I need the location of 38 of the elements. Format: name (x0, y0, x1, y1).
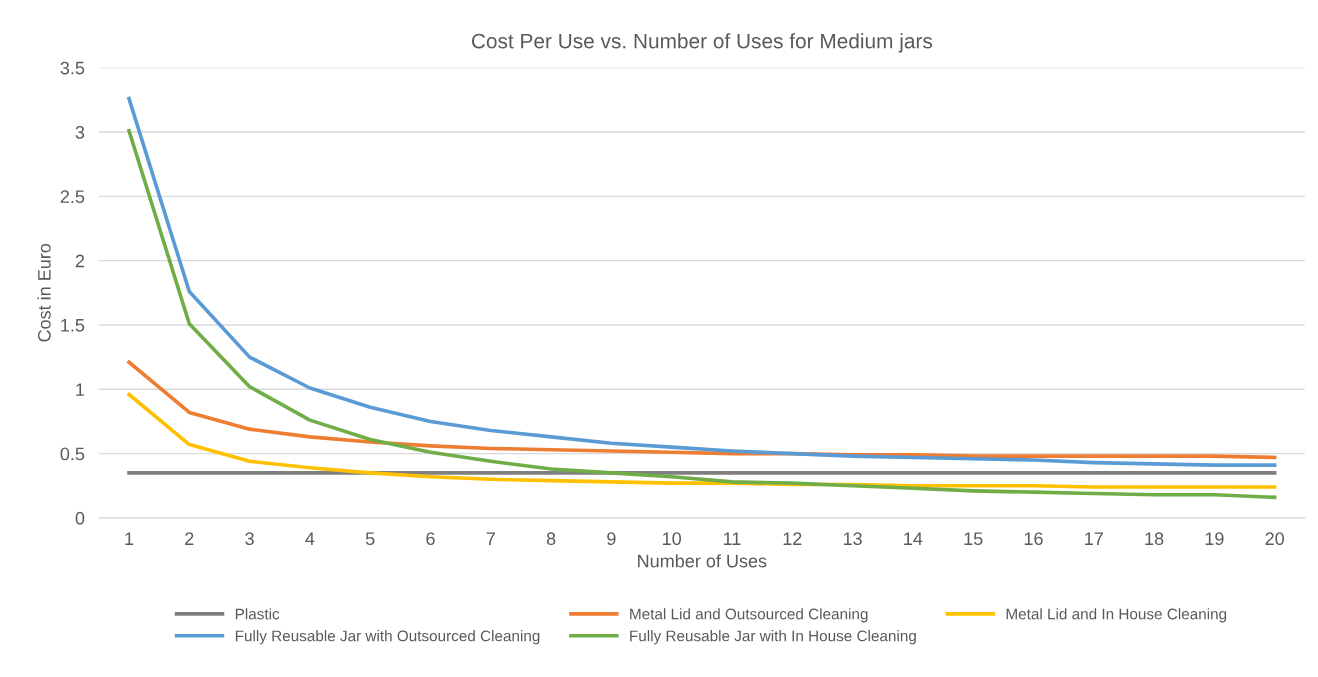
x-tick-label: 13 (843, 532, 862, 546)
y-tick-label: 1.5 (61, 319, 85, 332)
legend-label: Plastic (235, 608, 280, 620)
x-tick-label: 2 (185, 532, 194, 545)
x-tick-label: 19 (1205, 532, 1224, 546)
y-tick-label: 1 (76, 383, 85, 396)
y-tick-label: 3.5 (60, 61, 85, 75)
x-tick-label: 14 (904, 532, 923, 545)
x-tick-label: 4 (305, 532, 315, 545)
x-tick-label: 11 (723, 532, 741, 545)
x-tick-label: 6 (426, 532, 435, 546)
x-tick-label: 3 (245, 532, 254, 546)
x-tick-label: 17 (1085, 532, 1103, 545)
x-tick-label: 9 (607, 532, 616, 546)
legend-label: Fully Reusable Jar with In House Cleaning (630, 630, 916, 645)
x-tick-label: 5 (365, 532, 375, 546)
y-axis-title: Cost in Euro (37, 243, 51, 342)
x-tick-label: 12 (783, 532, 802, 545)
legend-label: Fully Reusable Jar with Outsourced Cleaning (235, 630, 540, 645)
x-tick-label: 15 (964, 532, 983, 546)
chart-title: Cost Per Use vs. Number of Uses for Medium jars (471, 33, 933, 53)
y-tick-label: 0.5 (60, 447, 85, 461)
x-tick-label: 7 (486, 532, 495, 545)
x-tick-label: 1 (125, 532, 134, 545)
y-tick-label: 3 (75, 125, 85, 139)
y-tick-label: 2.5 (60, 190, 85, 204)
x-tick-label: 20 (1265, 532, 1285, 546)
x-tick-label: 16 (1024, 532, 1043, 546)
y-tick-label: 2 (75, 254, 85, 268)
line-series (127, 96, 1277, 467)
line-series (127, 128, 1277, 500)
x-tick-label: 10 (663, 532, 682, 546)
legend-label: Metal Lid and Outsourced Cleaning (630, 608, 868, 623)
legend-label: Metal Lid and In House Cleaning (1006, 608, 1227, 623)
x-tick-label: 8 (546, 532, 556, 546)
x-tick-label: 18 (1145, 532, 1164, 546)
y-tick-label: 0 (75, 511, 85, 525)
x-axis-title: Number of Uses (638, 554, 767, 568)
